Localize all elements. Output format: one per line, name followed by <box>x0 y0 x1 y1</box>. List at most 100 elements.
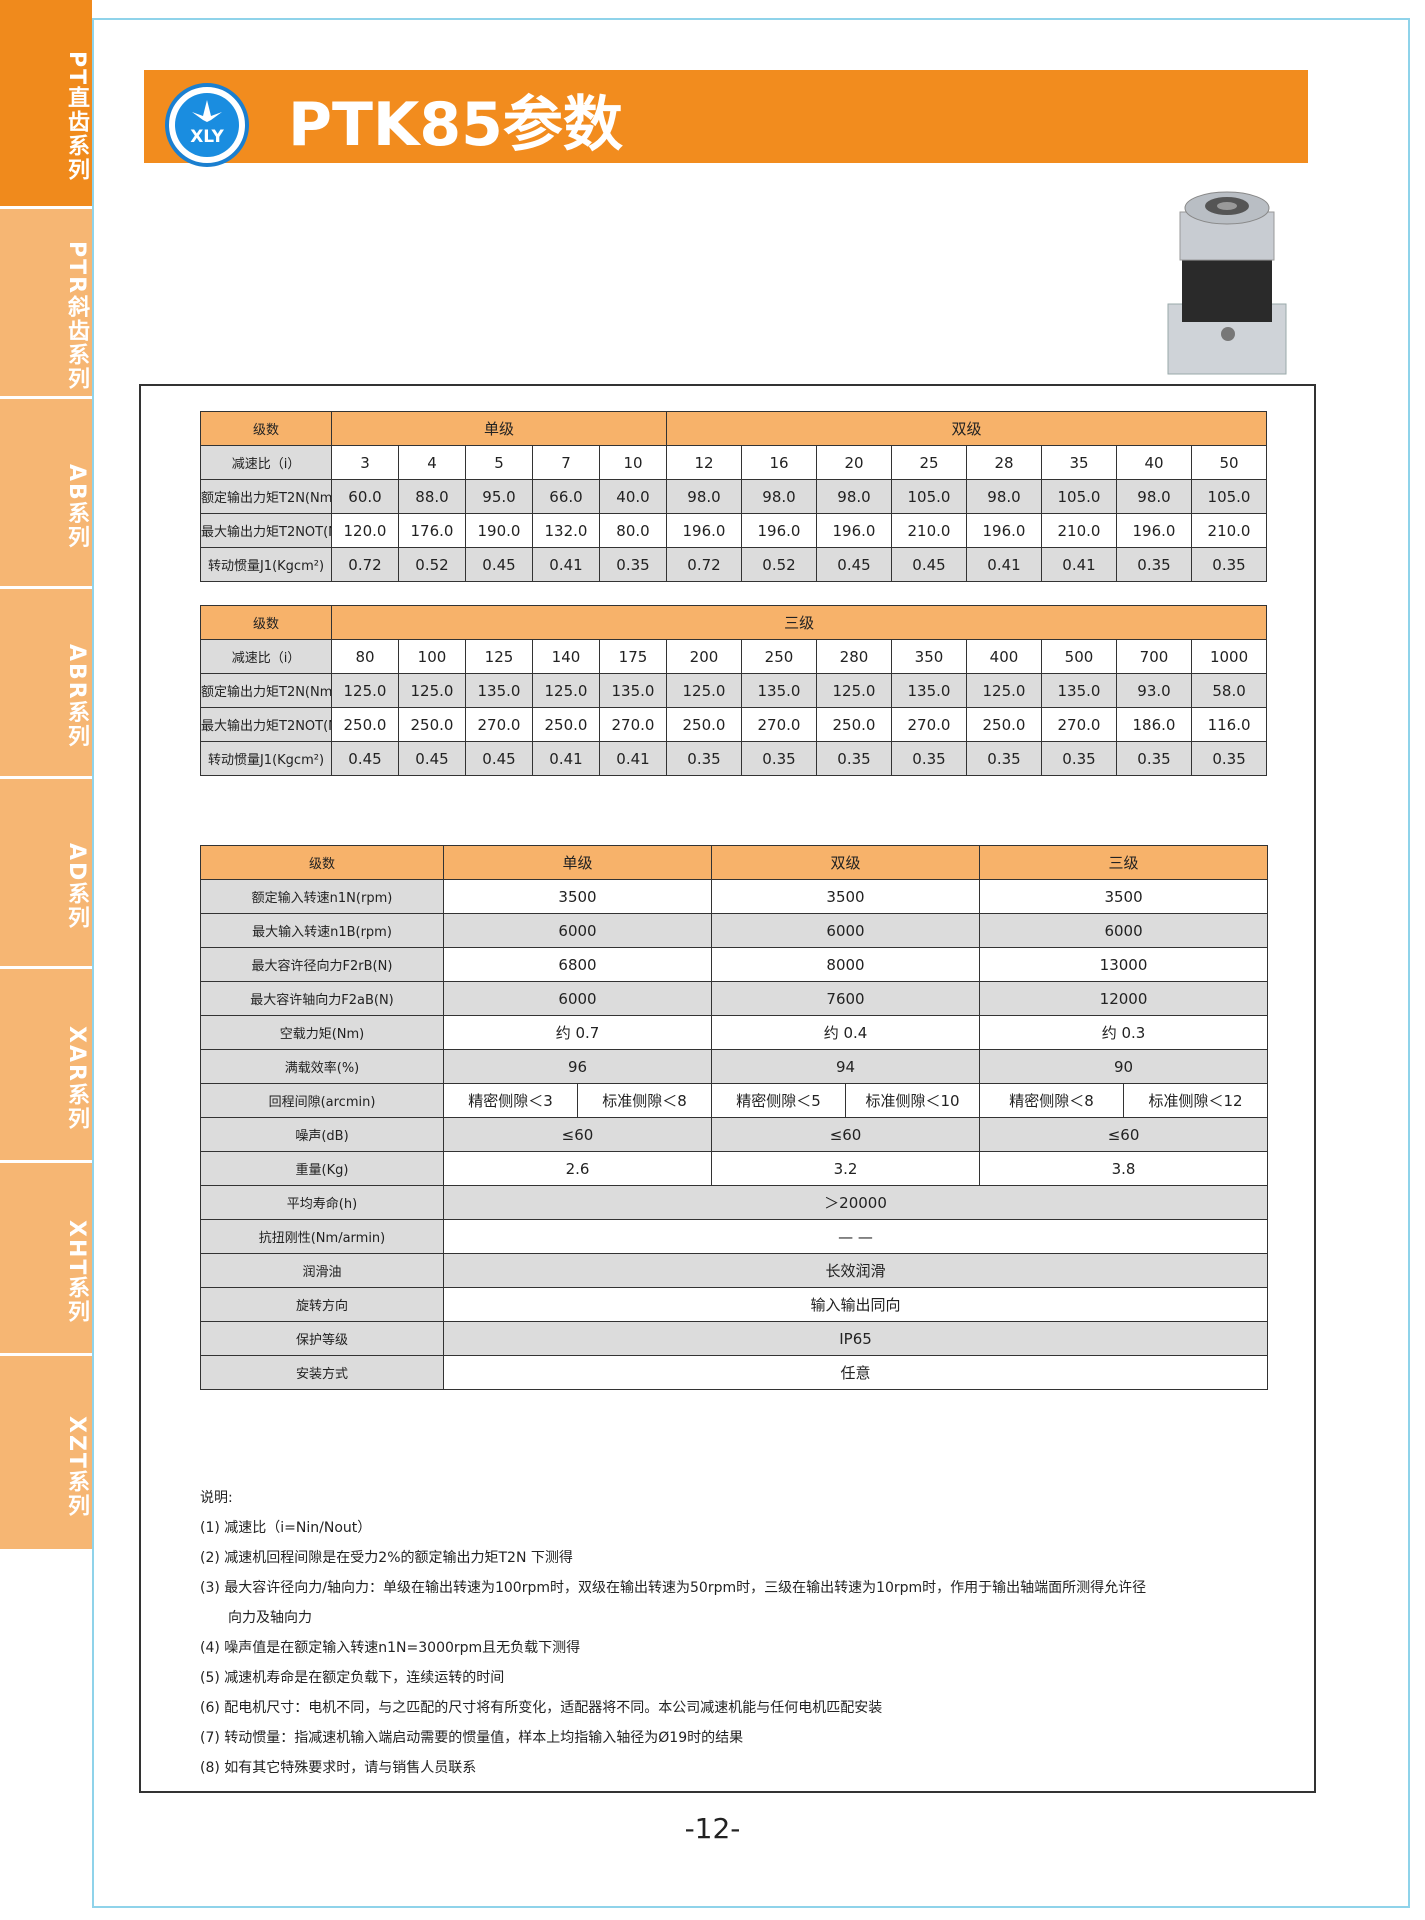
cell: 输入输出同向 <box>442 1287 1269 1322</box>
content-box <box>139 384 1316 1793</box>
cell: 0.45 <box>891 547 967 582</box>
cell: 270.0 <box>599 707 667 742</box>
cell: 250.0 <box>398 707 466 742</box>
cell: 80.0 <box>599 513 667 548</box>
cell: 196.0 <box>1116 513 1192 548</box>
spec-row: 旋转方向 输入输出同向 <box>200 1287 1269 1322</box>
spec-row: 保护等级 IP65 <box>200 1321 1269 1356</box>
cell: 40 <box>1116 445 1192 480</box>
cell: 7600 <box>711 981 981 1016</box>
cell: 280 <box>816 639 892 674</box>
cell: 3500 <box>979 879 1269 914</box>
cell: 125 <box>465 639 533 674</box>
cell: 66.0 <box>532 479 600 514</box>
row-label: 最大输入转速n1B(rpm) <box>200 913 444 948</box>
cell: 270.0 <box>465 707 533 742</box>
cell: 80 <box>331 639 399 674</box>
cell: ≤60 <box>711 1117 981 1152</box>
cell: 210.0 <box>1190 513 1268 548</box>
cell: ＞20000 <box>442 1185 1269 1220</box>
cell: 105.0 <box>891 479 967 514</box>
header-cell: 双级 <box>711 845 981 880</box>
spec-row: 最大容许径向力F2rB(N) 6800 8000 13000 <box>200 947 1269 982</box>
cell: 40.0 <box>599 479 667 514</box>
cell: 25 <box>891 445 967 480</box>
note-item: (8) 如有其它特殊要求时，请与销售人员联系 <box>200 1760 477 1776</box>
cell: 7 <box>532 445 600 480</box>
cell: 94 <box>711 1049 981 1084</box>
cell: 98.0 <box>1116 479 1192 514</box>
row-label: 安装方式 <box>200 1355 444 1390</box>
cell: 0.35 <box>816 741 892 776</box>
sidebar-tab: AB系列 <box>0 399 92 589</box>
row-label: 满载效率(%) <box>200 1049 444 1084</box>
cell: 12000 <box>979 981 1269 1016</box>
row-label: 转动惯量J1(Kgcm²) <box>200 741 332 776</box>
sidebar-tab: PT直齿系列 <box>0 0 92 209</box>
row-label: 回程间隙(arcmin) <box>200 1083 444 1118</box>
cell: 60.0 <box>331 479 399 514</box>
cell: 700 <box>1116 639 1192 674</box>
data-row: 额定输出力矩T2N(Nm) 60.0 88.0 95.0 66.0 40.0 98.0 98.… <box>200 479 1268 514</box>
cell: 0.35 <box>741 741 817 776</box>
cell: 105.0 <box>1190 479 1268 514</box>
cell: 250.0 <box>816 707 892 742</box>
cell: 125.0 <box>966 673 1042 708</box>
cell: 6000 <box>979 913 1269 948</box>
header-cell: 单级 <box>331 411 667 446</box>
cell: 0.35 <box>1116 741 1192 776</box>
cell: 28 <box>966 445 1042 480</box>
cell: 135.0 <box>891 673 967 708</box>
cell: 0.35 <box>1190 547 1268 582</box>
cell: 0.45 <box>465 547 533 582</box>
ratio-table-1: 级数单级双级减速比（i）345710121620252835405070额定输出… <box>200 411 1268 582</box>
spec-row: 回程间隙(arcmin) 精密侧隙＜3 标准侧隙＜8 精密侧隙＜5 标准侧隙＜10 精密侧… <box>200 1083 1269 1118</box>
cell: ≤60 <box>442 1117 713 1152</box>
cell: 210.0 <box>891 513 967 548</box>
cell: 0.35 <box>966 741 1042 776</box>
cell: 0.45 <box>465 741 533 776</box>
header-row: 级数 三级 <box>200 605 1268 640</box>
spec-row: 噪声(dB) ≤60 ≤60 ≤60 <box>200 1117 1269 1152</box>
note-item: (5) 减速机寿命是在额定负载下，连续运转的时间 <box>200 1670 505 1686</box>
cell: — — <box>442 1219 1269 1254</box>
sidebar-tab: PTR斜齿系列 <box>0 209 92 399</box>
header-bar <box>144 70 1308 163</box>
cell: 0.35 <box>1190 741 1268 776</box>
note-item: (7) 转动惯量：指减速机输入端启动需要的惯量值，样本上均指输入轴径为Ø19时的… <box>200 1730 744 1746</box>
spec-row: 平均寿命(h) ＞20000 <box>200 1185 1269 1220</box>
cell: 210.0 <box>1041 513 1117 548</box>
cell: 6000 <box>442 981 713 1016</box>
page-title: PTK85参数 <box>288 90 623 160</box>
cell: 35 <box>1041 445 1117 480</box>
cell: 88.0 <box>398 479 466 514</box>
cell: 精密侧隙＜5 <box>711 1083 847 1118</box>
sidebar-tab: AD系列 <box>0 779 92 969</box>
cell: 270.0 <box>1041 707 1117 742</box>
cell: 186.0 <box>1116 707 1192 742</box>
cell: 0.41 <box>599 741 667 776</box>
cell: IP65 <box>442 1321 1269 1356</box>
cell: 196.0 <box>741 513 817 548</box>
cell: 标准侧隙＜12 <box>1123 1083 1269 1118</box>
spec-table: 级数 单级 双级 三级 额定输入转速n1N(rpm) 3500 3500 3500 最大输入转速… <box>200 845 1269 1390</box>
spec-row: 最大输入转速n1B(rpm) 6000 6000 6000 <box>200 913 1269 948</box>
spec-row: 安装方式 任意 <box>200 1355 1269 1390</box>
cell: 140 <box>532 639 600 674</box>
row-label: 额定输出力矩T2N(Nm) <box>200 673 332 708</box>
cell: 98.0 <box>666 479 742 514</box>
cell: 20 <box>816 445 892 480</box>
row-label: 最大容许轴向力F2aB(N) <box>200 981 444 1016</box>
sidebar-tab: ABR系列 <box>0 589 92 779</box>
data-row: 转动惯量J1(Kgcm²) 0.72 0.52 0.45 0.41 0.35 0.72 0.5… <box>200 547 1268 582</box>
cell: 任意 <box>442 1355 1269 1390</box>
header-cell: 单级 <box>442 845 713 880</box>
cell: 0.35 <box>1116 547 1192 582</box>
cell: 约 0.4 <box>711 1015 981 1050</box>
cell: 58.0 <box>1190 673 1268 708</box>
cell: 10 <box>599 445 667 480</box>
cell: 0.41 <box>966 547 1042 582</box>
spec-row: 抗扭刚性(Nm/armin) — — <box>200 1219 1269 1254</box>
data-row: 额定输出力矩T2N(Nm) 125.0 125.0 135.0 125.0 135.0 12… <box>200 673 1268 708</box>
row-label: 保护等级 <box>200 1321 444 1356</box>
